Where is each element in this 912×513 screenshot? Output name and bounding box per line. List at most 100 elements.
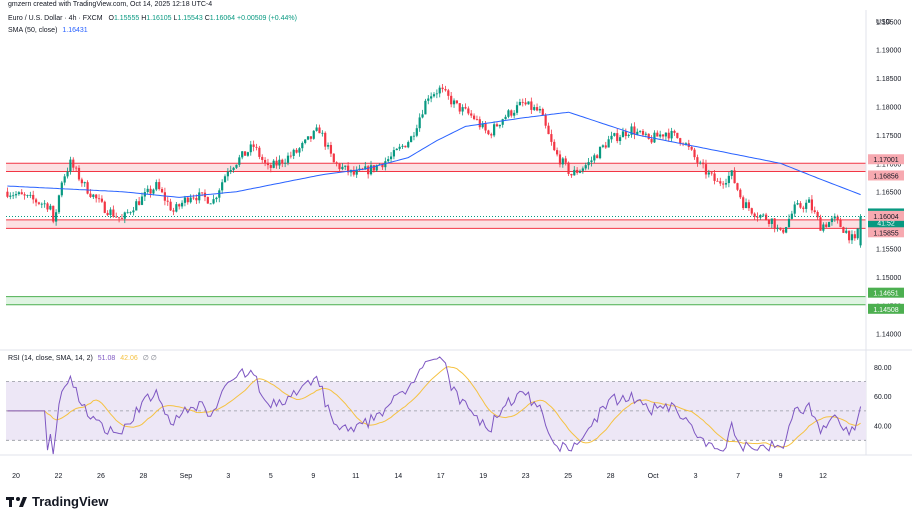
candle-body xyxy=(338,163,341,170)
symbol-legend[interactable]: Euro / U.S. Dollar · 4h · FXCM O1.15555 … xyxy=(8,15,297,22)
candle-body xyxy=(421,114,424,118)
countdown-label: 41:52 xyxy=(877,220,895,227)
candle-body xyxy=(633,126,636,135)
low-label: L xyxy=(173,15,178,22)
candle-body xyxy=(739,189,742,198)
candle-body xyxy=(158,182,161,190)
candle-body xyxy=(292,149,295,156)
candle-body xyxy=(670,130,673,139)
candle-body xyxy=(578,170,582,173)
candle-body xyxy=(524,102,527,105)
time-axis: 20 22 26 28 Sep 3 5 9 11 14 17 19 23 25 28 Oct 3 7 9 12 xyxy=(12,473,827,480)
price-tick-label: 1.15000 xyxy=(876,275,901,282)
candle-body xyxy=(452,100,456,105)
candle-body xyxy=(441,87,444,90)
candle-body xyxy=(12,195,15,197)
candle-body xyxy=(556,150,559,155)
candle-body xyxy=(573,169,576,176)
candle-body xyxy=(756,216,759,218)
candle-body xyxy=(97,198,101,200)
sma-legend[interactable]: SMA (50, close) 1.16431 xyxy=(8,27,88,34)
tradingview-logo-icon xyxy=(6,497,27,507)
candle-body xyxy=(252,144,255,147)
zone-label-bg xyxy=(868,227,904,238)
candle-body xyxy=(533,107,536,110)
candle-body xyxy=(241,151,244,158)
candle-body xyxy=(266,162,270,166)
candle-body xyxy=(458,103,461,112)
candle-body xyxy=(553,141,556,151)
candle-body xyxy=(83,182,86,184)
candle-body xyxy=(504,116,507,120)
rsi-axis: 80.00 60.00 40.00 xyxy=(874,365,892,431)
candle-body xyxy=(593,155,596,161)
candle-body xyxy=(232,167,235,171)
candle-body xyxy=(498,124,501,127)
candle-body xyxy=(235,164,238,168)
candle-body xyxy=(845,230,848,233)
candle-body xyxy=(372,165,375,171)
candle-body xyxy=(192,197,195,199)
time-tick-label: 5 xyxy=(269,473,273,480)
candle-body xyxy=(450,95,453,105)
rsi-bands xyxy=(6,381,866,441)
candle-body xyxy=(490,134,493,136)
time-tick-label: 25 xyxy=(564,473,572,480)
zone-price-labels: 1.17001 1.16856 1.16004 1.15855 1.14651 1.145… xyxy=(868,154,904,314)
candle-body xyxy=(329,145,333,154)
candle-body xyxy=(304,139,307,143)
candle-body xyxy=(324,132,327,147)
candle-body xyxy=(501,119,504,125)
candle-body xyxy=(521,101,524,103)
time-tick-label: 3 xyxy=(694,473,698,480)
candle-body xyxy=(785,227,788,233)
zone-near-support-1 xyxy=(6,219,866,229)
candle-body xyxy=(178,204,181,207)
candle-body xyxy=(312,130,315,139)
candle-body xyxy=(344,165,347,167)
candle-body xyxy=(160,189,164,193)
candle-body xyxy=(40,203,43,205)
tradingview-logo[interactable]: TradingView xyxy=(6,494,108,509)
candle-body xyxy=(481,123,484,128)
zone-label: 1.16004 xyxy=(873,214,898,221)
candle-body xyxy=(753,213,756,217)
candle-body xyxy=(23,194,26,196)
candle-body xyxy=(275,160,278,166)
candle-body xyxy=(744,202,748,209)
rsi-legend[interactable]: RSI (14, close, SMA, 14, 2) 51.08 42.06 … xyxy=(8,354,157,362)
candle-body xyxy=(859,216,862,246)
candle-body xyxy=(140,196,144,205)
candle-body xyxy=(427,98,430,101)
price-tick-label: 1.19500 xyxy=(876,19,901,26)
candle-body xyxy=(590,160,593,163)
candle-body xyxy=(80,179,83,184)
candle-body xyxy=(467,108,470,114)
low-value: 1.15543 xyxy=(177,15,203,22)
candle-body xyxy=(713,173,716,181)
candle-body xyxy=(647,133,650,139)
change-value: +0.00509 (+0.44%) xyxy=(237,15,297,22)
candle-body xyxy=(221,182,224,191)
candle-body xyxy=(387,159,390,162)
candle-body xyxy=(696,157,699,163)
candle-body xyxy=(206,197,209,204)
time-tick-label: Oct xyxy=(648,473,659,480)
candle-body xyxy=(587,162,590,166)
candle-body xyxy=(209,203,212,205)
candle-body xyxy=(716,180,719,182)
candle-body xyxy=(813,210,816,212)
candle-body xyxy=(395,148,398,151)
candle-body xyxy=(541,109,544,116)
time-tick-label: 28 xyxy=(607,473,615,480)
candle-body xyxy=(364,166,367,170)
price-tick-label: 1.18500 xyxy=(876,76,901,83)
candle-body xyxy=(807,199,811,203)
candle-body xyxy=(189,197,192,203)
candle-body xyxy=(401,145,404,147)
chart-credit: gmzern created with TradingView.com, Oct… xyxy=(8,1,213,8)
candle-body xyxy=(381,164,384,168)
time-tick-label: 3 xyxy=(226,473,230,480)
candle-body xyxy=(535,107,539,111)
